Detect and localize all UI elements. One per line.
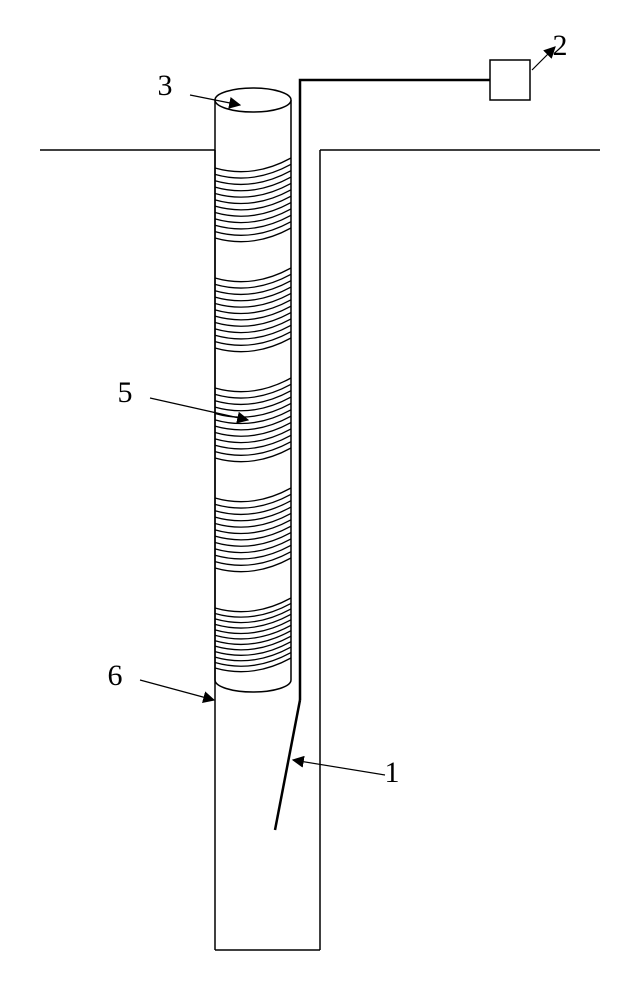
coil-band	[215, 488, 291, 572]
cylinder-top-cap	[215, 88, 291, 112]
cable-top	[300, 80, 490, 110]
coil-band	[215, 268, 291, 352]
cable-bottom	[275, 700, 300, 830]
callout-leader-6	[140, 680, 214, 700]
coil-band	[215, 378, 291, 462]
instrument-box	[490, 60, 530, 100]
cylinder-bottom-cap	[215, 680, 291, 692]
callout-leader-1	[293, 760, 385, 775]
callout-label-2: 2	[553, 29, 568, 62]
callout-label-3: 3	[158, 69, 173, 102]
callout-label-1: 1	[385, 756, 400, 789]
callout-label-6: 6	[108, 659, 123, 692]
coil-band	[215, 158, 291, 242]
callout-leader-5	[150, 398, 248, 420]
coil-band	[215, 598, 291, 672]
callout-label-5: 5	[118, 376, 133, 409]
